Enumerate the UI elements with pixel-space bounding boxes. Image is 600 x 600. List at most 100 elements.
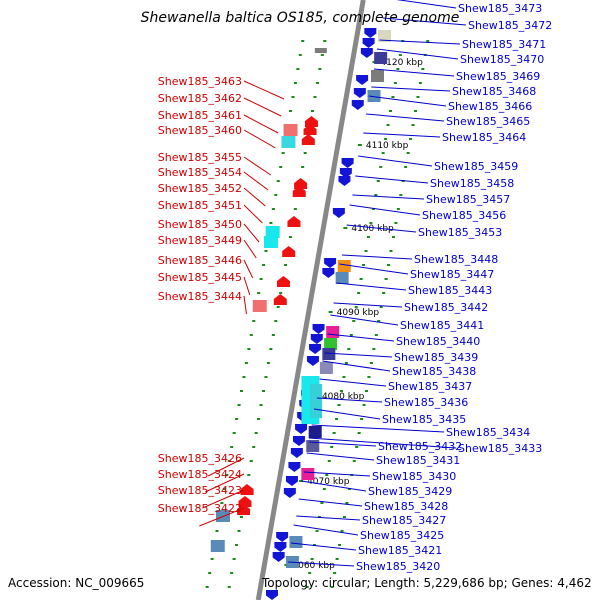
gene-label-shew185_3424[interactable]: Shew185_3424: [158, 468, 242, 481]
gene-label-shew185_3425[interactable]: Shew185_3425: [360, 529, 444, 542]
gene-label-shew185_3426[interactable]: Shew185_3426: [158, 452, 242, 465]
gene-label-shew185_3430[interactable]: Shew185_3430: [372, 470, 456, 483]
gene-label-shew185_3454[interactable]: Shew185_3454: [158, 166, 242, 179]
gene-label-shew185_3443[interactable]: Shew185_3443: [408, 284, 492, 297]
track-dot: [308, 572, 312, 574]
track-dot: [235, 544, 239, 546]
gene-arrow: [285, 476, 298, 486]
gene-label-shew185_3460[interactable]: Shew185_3460: [158, 124, 242, 137]
gene-label-shew185_3473[interactable]: Shew185_3473: [458, 2, 542, 15]
track-dot: [360, 418, 364, 420]
gene-label-shew185_3432[interactable]: Shew185_3432: [378, 440, 462, 453]
gene-label-shew185_3444[interactable]: Shew185_3444: [158, 290, 242, 303]
track-dot: [293, 208, 297, 210]
track-dot: [208, 572, 212, 574]
gene-label-shew185_3442[interactable]: Shew185_3442: [404, 301, 488, 314]
gene-label-shew185_3453[interactable]: Shew185_3453: [418, 226, 502, 239]
gene-connector: [327, 333, 395, 342]
gene-label-shew185_3421[interactable]: Shew185_3421: [358, 544, 442, 557]
track-dot: [289, 110, 292, 112]
gene-label-shew185_3456[interactable]: Shew185_3456: [422, 209, 506, 222]
gene-label-shew185_3452[interactable]: Shew185_3452: [158, 182, 242, 195]
gene-label-shew185_3463[interactable]: Shew185_3463: [158, 75, 242, 88]
gene-label-shew185_3435[interactable]: Shew185_3435: [382, 413, 466, 426]
gene-label-shew185_3446[interactable]: Shew185_3446: [158, 254, 242, 267]
track-dot: [347, 348, 351, 350]
track-dot: [387, 264, 391, 266]
track-dot: [332, 432, 336, 434]
gene-label-shew185_3465[interactable]: Shew185_3465: [446, 115, 530, 128]
gene-label-shew185_3449[interactable]: Shew185_3449: [158, 234, 242, 247]
track-dot: [279, 292, 283, 294]
gene-label-shew185_3469[interactable]: Shew185_3469: [456, 70, 540, 83]
gene-label-shew185_3470[interactable]: Shew185_3470: [460, 53, 544, 66]
kbp-tick-mark: [357, 144, 362, 146]
kbp-tick-label: 4070 kbp: [307, 477, 350, 487]
gene-label-shew185_3462[interactable]: Shew185_3462: [158, 92, 242, 105]
gene-arrow: [292, 186, 306, 197]
gene-arrow: [356, 75, 369, 85]
gene-label-shew185_3472[interactable]: Shew185_3472: [468, 19, 552, 32]
gene-connector: [303, 471, 371, 477]
track-dot: [230, 446, 234, 448]
track-dot: [311, 110, 314, 112]
track-dot: [269, 222, 273, 224]
gene-label-shew185_3468[interactable]: Shew185_3468: [452, 85, 536, 98]
gene-connector: [243, 259, 254, 279]
track-dot: [384, 278, 388, 280]
track-dot: [249, 460, 253, 462]
gene-label-shew185_3423[interactable]: Shew185_3423: [158, 484, 242, 497]
gene-label-shew185_3427[interactable]: Shew185_3427: [362, 514, 446, 527]
gene-label-shew185_3439[interactable]: Shew185_3439: [394, 351, 478, 364]
track-dot: [274, 320, 278, 322]
gene-label-shew185_3459[interactable]: Shew185_3459: [434, 160, 518, 173]
gene-arrow: [272, 552, 285, 562]
gene-label-shew185_3461[interactable]: Shew185_3461: [158, 109, 242, 122]
gene-label-shew185_3429[interactable]: Shew185_3429: [368, 485, 452, 498]
gene-block: [324, 338, 338, 350]
gene-label-shew185_3428[interactable]: Shew185_3428: [364, 500, 448, 513]
gene-connector: [288, 561, 355, 567]
track-dot: [366, 236, 370, 238]
gene-block: [252, 300, 267, 312]
gene-label-shew185_3438[interactable]: Shew185_3438: [392, 365, 476, 378]
track-dot: [313, 96, 317, 98]
gene-label-shew185_3440[interactable]: Shew185_3440: [396, 335, 480, 348]
gene-block: [337, 260, 351, 272]
genome-axis: [255, 0, 366, 600]
gene-label-shew185_3464[interactable]: Shew185_3464: [442, 131, 526, 144]
gene-label-shew185_3431[interactable]: Shew185_3431: [376, 454, 460, 467]
track-dot: [409, 138, 413, 140]
gene-connector: [243, 187, 266, 207]
gene-arrow: [294, 178, 308, 189]
gene-connector: [290, 542, 357, 551]
track-dot: [374, 194, 378, 196]
gene-label-shew185_3451[interactable]: Shew185_3451: [158, 199, 242, 212]
track-dot: [379, 166, 383, 168]
gene-label-shew185_3445[interactable]: Shew185_3445: [158, 271, 242, 284]
gene-label-shew185_3466[interactable]: Shew185_3466: [448, 100, 532, 113]
track-dot: [396, 68, 400, 70]
gene-label-shew185_3434[interactable]: Shew185_3434: [446, 426, 530, 439]
gene-label-shew185_3457[interactable]: Shew185_3457: [426, 193, 510, 206]
gene-block: [263, 236, 278, 248]
gene-label-shew185_3458[interactable]: Shew185_3458: [430, 177, 514, 190]
gene-label-shew185_3447[interactable]: Shew185_3447: [410, 268, 494, 281]
gene-label-shew185_3455[interactable]: Shew185_3455: [158, 151, 242, 164]
gene-connector: [243, 129, 276, 149]
gene-arrow: [240, 484, 254, 495]
gene-label-shew185_3433[interactable]: Shew185_3433: [458, 442, 542, 455]
gene-label-shew185_3471[interactable]: Shew185_3471: [462, 38, 546, 51]
gene-label-shew185_3422[interactable]: Shew185_3422: [158, 502, 242, 515]
gene-label-shew185_3441[interactable]: Shew185_3441: [400, 319, 484, 332]
gene-label-shew185_3420[interactable]: Shew185_3420: [356, 560, 440, 573]
gene-label-shew185_3448[interactable]: Shew185_3448: [414, 253, 498, 266]
gene-arrow: [283, 488, 296, 498]
gene-connector: [373, 68, 455, 77]
track-dot: [315, 82, 319, 84]
gene-label-shew185_3436[interactable]: Shew185_3436: [384, 396, 468, 409]
gene-label-shew185_3437[interactable]: Shew185_3437: [388, 380, 472, 393]
gene-label-shew185_3450[interactable]: Shew185_3450: [158, 218, 242, 231]
track-dot: [364, 250, 368, 252]
gene-arrow: [287, 216, 301, 227]
